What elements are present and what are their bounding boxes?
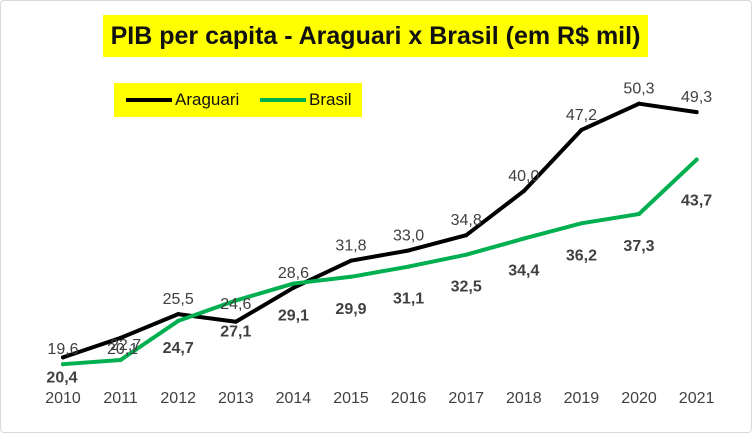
brasil-data-label: 36,2	[566, 247, 597, 264]
x-tick-label: 2019	[564, 390, 600, 407]
araguari-data-label: 31,8	[335, 238, 366, 255]
legend-swatch-araguari	[126, 98, 172, 102]
brasil-point	[637, 211, 641, 216]
legend-label-araguari: Araguari	[175, 90, 240, 109]
brasil-data-label: 29,1	[278, 308, 309, 325]
brasil-point	[291, 281, 296, 286]
x-tick-label: 2012	[160, 390, 196, 407]
araguari-data-label: 20,4	[46, 369, 77, 386]
araguari-point	[291, 285, 296, 290]
x-tick-label: 2016	[391, 390, 427, 407]
x-tick-label: 2014	[276, 390, 312, 407]
legend-swatch-brasil	[260, 98, 306, 102]
brasil-point	[176, 318, 181, 323]
brasil-data-label: 43,7	[681, 193, 712, 210]
brasil-point	[521, 236, 526, 241]
araguari-data-label: 49,3	[681, 89, 712, 106]
chart-title: PIB per capita - Araguari x Brasil (em R…	[103, 15, 648, 57]
legend-label-brasil: Brasil	[309, 90, 352, 109]
brasil-point	[233, 298, 238, 303]
araguari-line	[61, 101, 699, 360]
araguari-data-label: 40,0	[508, 168, 539, 185]
brasil-point	[464, 252, 469, 257]
brasil-data-label: 24,7	[163, 340, 194, 357]
brasil-point	[406, 264, 411, 269]
araguari-point	[406, 248, 411, 253]
legend-item-brasil: Brasil	[260, 83, 352, 117]
araguari-point	[694, 110, 699, 115]
araguari-point	[118, 335, 123, 340]
araguari-point	[521, 189, 526, 194]
legend-item-araguari: Araguari	[126, 83, 239, 117]
araguari-data-label: 28,6	[278, 265, 309, 282]
brasil-data-label: 20,1	[107, 341, 138, 358]
araguari-point	[61, 355, 65, 360]
araguari-point	[176, 312, 181, 317]
brasil-data-label: 31,1	[393, 291, 424, 308]
brasil-data-label: 19,6	[47, 341, 78, 358]
araguari-point	[233, 319, 238, 324]
brasil-data-label: 29,9	[335, 301, 366, 318]
araguari-data-label: 25,5	[163, 291, 194, 308]
brasil-point	[61, 362, 65, 367]
x-tick-label: 2018	[506, 390, 542, 407]
brasil-point	[118, 357, 123, 362]
x-tick-label: 2013	[218, 390, 254, 407]
araguari-point	[349, 258, 353, 263]
brasil-data-label: 34,4	[508, 263, 539, 280]
araguari-point	[637, 101, 641, 106]
x-tick-label: 2021	[679, 390, 715, 407]
x-tick-label: 2020	[621, 390, 657, 407]
brasil-data-label: 37,3	[623, 238, 654, 255]
brasil-data-label: 32,5	[451, 279, 482, 296]
brasil-point	[349, 274, 353, 279]
araguari-data-label: 47,2	[566, 107, 597, 124]
araguari-data-label: 33,0	[393, 227, 424, 244]
brasil-line	[61, 157, 699, 367]
x-tick-label: 2015	[333, 390, 369, 407]
araguari-point	[464, 233, 469, 238]
araguari-data-label: 24,6	[220, 296, 251, 313]
x-tick-label: 2017	[448, 390, 484, 407]
araguari-data-label: 22,7	[110, 337, 141, 354]
araguari-data-label: 34,8	[451, 212, 482, 229]
x-tick-label: 2011	[103, 390, 138, 407]
araguari-data-label: 50,3	[623, 81, 654, 98]
brasil-data-label: 27,1	[220, 324, 251, 341]
araguari-point	[579, 127, 584, 132]
x-tick-label: 2010	[45, 390, 81, 407]
brasil-point	[579, 221, 584, 226]
chart-legend: Araguari Brasil	[114, 83, 362, 117]
brasil-point	[694, 157, 699, 162]
